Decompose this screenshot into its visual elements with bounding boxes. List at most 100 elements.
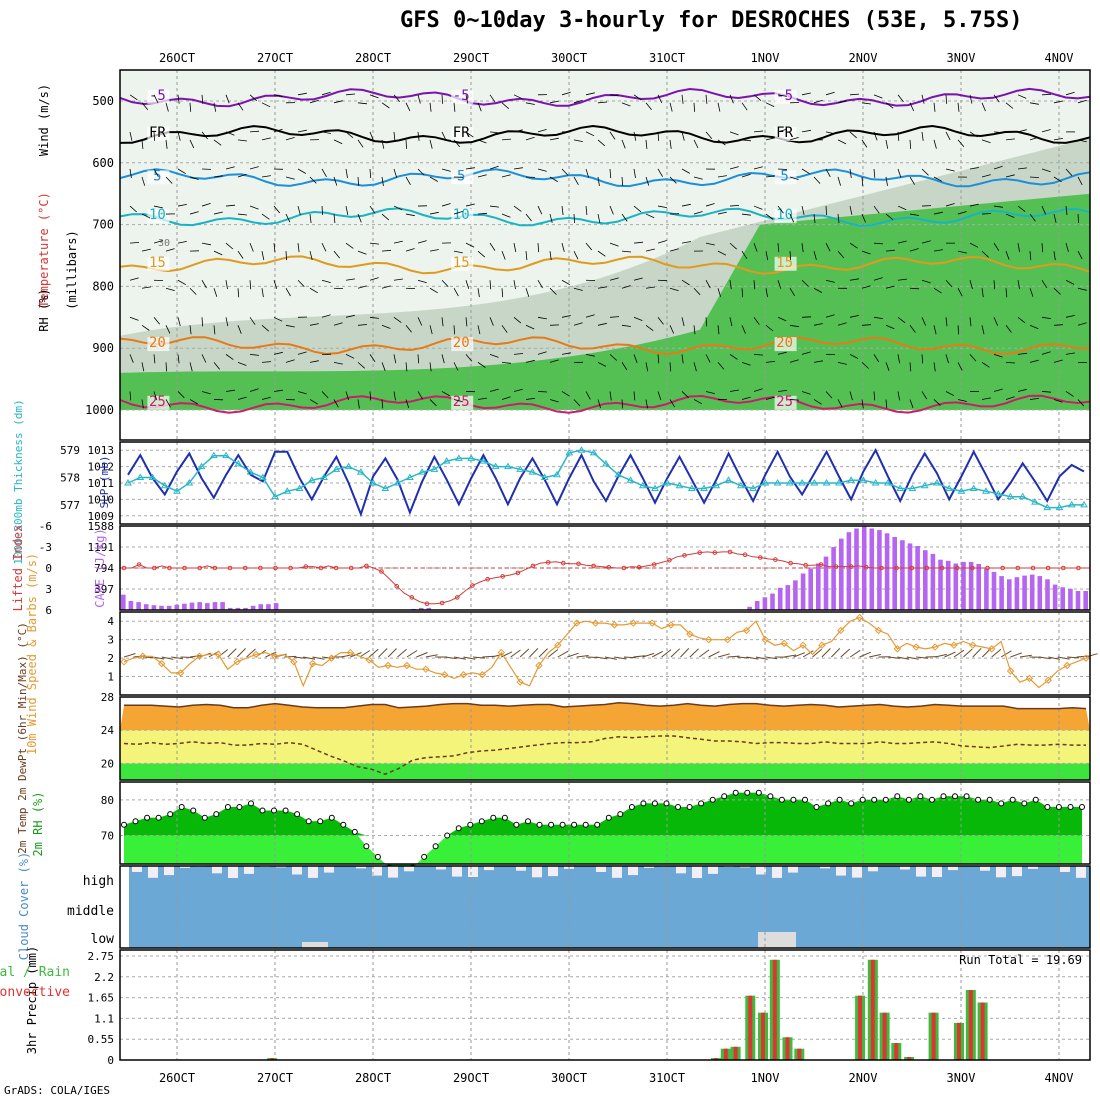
isotherm-label: FR <box>149 125 166 141</box>
x-tick-label-top: 27OCT <box>257 51 293 65</box>
rh2m-marker <box>225 805 230 810</box>
y-axis-label-convective: Convective <box>0 985 70 1000</box>
cloud-row-label-high: high <box>83 874 114 889</box>
rh2m-marker <box>329 815 334 820</box>
isotherm-label: FR <box>776 125 793 141</box>
cape-bar <box>786 585 791 610</box>
cape-bar <box>213 602 218 610</box>
cloud-high-gap <box>708 866 718 874</box>
rh2m-marker <box>664 801 669 806</box>
cape-bar <box>824 557 829 610</box>
temp-band-below-20 <box>120 763 1090 780</box>
rh2m-marker <box>341 822 346 827</box>
x-tick-label-top: 31OCT <box>649 51 685 65</box>
cloud-high-gap <box>1076 866 1086 878</box>
cape-bar <box>984 569 989 610</box>
cloud-high-gap <box>628 866 638 875</box>
chart-title: GFS 0~10day 3-hourly for DESROCHES (53E,… <box>400 8 1023 33</box>
precip-bar-convective <box>773 960 777 1060</box>
x-tick-label-bottom: 4NOV <box>1045 1071 1074 1085</box>
y-tick-label-precip: 2.75 <box>88 950 115 963</box>
rh2m-marker <box>249 801 254 806</box>
y-tick-label-li: 0 <box>45 562 52 575</box>
rh2m-marker <box>595 822 600 827</box>
cape-bar <box>954 564 959 611</box>
precip-bar-convective <box>786 1037 790 1060</box>
cape-bar <box>1060 587 1065 610</box>
rh2m-marker <box>122 822 127 827</box>
cloud-high-gap <box>868 866 878 871</box>
cloud-high-gap <box>1060 866 1070 872</box>
rh2m-marker <box>133 819 138 824</box>
y-tick-label-li: -6 <box>39 520 52 533</box>
rh2m-marker <box>237 805 242 810</box>
rh2m-marker <box>872 797 877 802</box>
cape-bar <box>915 546 920 610</box>
x-tick-label-top: 2NOV <box>849 51 878 65</box>
cloud-row-label-low: low <box>91 932 115 947</box>
isotherm-label: 5 <box>457 168 465 184</box>
cloud-high-gap <box>292 866 302 875</box>
rh2m-marker <box>652 801 657 806</box>
cloud-high-gap <box>916 866 926 877</box>
isotherm-label: 20 <box>776 335 793 351</box>
rh2m-marker <box>502 815 507 820</box>
rh2m-marker <box>422 854 427 859</box>
isotherm-label: 20 <box>453 335 470 351</box>
precip-bar-convective <box>981 1003 985 1061</box>
rh2m-marker <box>860 797 865 802</box>
x-tick-label-top: 28OCT <box>355 51 391 65</box>
isotherm-label: 25 <box>776 394 793 410</box>
rh2m-marker <box>895 794 900 799</box>
x-tick-label-bottom: 26OCT <box>159 1071 195 1085</box>
rh2m-marker <box>826 801 831 806</box>
rh2m-marker <box>849 801 854 806</box>
cape-bar <box>908 543 913 610</box>
isotherm-label: 5 <box>780 168 788 184</box>
rh2m-marker <box>964 794 969 799</box>
cape-bar <box>999 576 1004 610</box>
rh2m-marker <box>468 822 473 827</box>
isotherm-label: 10 <box>149 207 166 223</box>
cape-bar <box>1038 576 1043 610</box>
rh2m-marker <box>618 812 623 817</box>
isotherm-label: 15 <box>453 255 470 271</box>
temp-area-fill <box>120 703 1090 730</box>
cloud-high-gap <box>996 866 1006 877</box>
rh2m-marker <box>318 819 323 824</box>
rh2m-marker <box>953 794 958 799</box>
cloud-high-gap <box>836 866 846 876</box>
cape-bar <box>121 595 126 610</box>
cape-bar <box>205 603 210 610</box>
rh2m-marker <box>352 829 357 834</box>
x-tick-label-bottom: 28OCT <box>355 1071 391 1085</box>
precip-bar-convective <box>969 990 973 1060</box>
wind-barb <box>802 317 811 318</box>
rh2m-marker <box>918 794 923 799</box>
cloud-high-gap <box>932 866 942 877</box>
x-tick-label-bottom: 2NOV <box>849 1071 878 1085</box>
cloud-row-label-middle: middle <box>67 904 114 919</box>
rh2m-marker <box>1033 797 1038 802</box>
rh2m-marker <box>283 808 288 813</box>
isotherm-label: 15 <box>149 255 166 271</box>
rh2m-marker <box>883 797 888 802</box>
cloud-high-gap <box>452 866 462 877</box>
rh2m-marker <box>145 815 150 820</box>
y-tick-label-thickness: 579 <box>60 444 80 457</box>
cloud-high-gap <box>676 866 686 873</box>
precip-bar-convective <box>748 996 752 1060</box>
wind-barb <box>982 214 991 215</box>
y-axis-label-total-rain: Total / Rain <box>0 965 70 980</box>
y-tick-label-precip: 1.65 <box>88 992 115 1005</box>
rh2m-marker <box>710 797 715 802</box>
cape-bar <box>808 569 813 610</box>
rh2m-marker <box>803 797 808 802</box>
x-tick-label-top: 26OCT <box>159 51 195 65</box>
cloud-high-gap <box>308 866 318 878</box>
rh2m-marker <box>260 808 265 813</box>
y-tick-label: 1000 <box>85 403 114 417</box>
cape-bar <box>182 604 187 610</box>
cape-bar <box>259 604 264 610</box>
